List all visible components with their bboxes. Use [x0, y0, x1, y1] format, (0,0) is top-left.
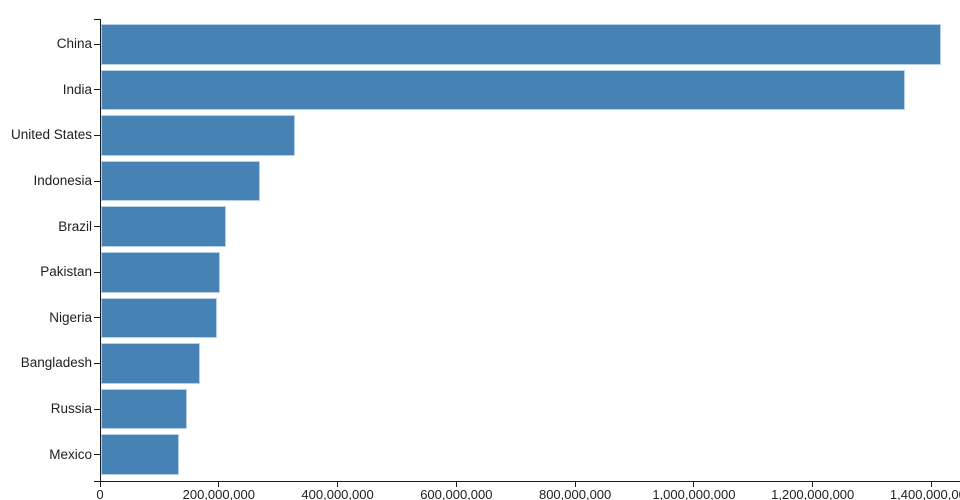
- y-axis-domain-line: [100, 19, 101, 481]
- x-tick-label-4: 800,000,000: [538, 487, 612, 500]
- x-tick-label-0: 0: [96, 487, 104, 500]
- y-axis-outer-tick: [94, 19, 101, 20]
- x-tick-7: [930, 481, 932, 487]
- y-tick-label-china: China: [56, 36, 92, 52]
- y-tick-label-russia: Russia: [50, 401, 92, 417]
- x-tick-label-6: 1,200,000,000: [771, 487, 855, 500]
- bar-pakistan: [101, 252, 221, 293]
- bar-brazil: [101, 206, 227, 247]
- x-tick-label-1: 200,000,000: [182, 487, 255, 500]
- y-tick-bangladesh: [94, 362, 100, 364]
- y-tick-china: [94, 43, 100, 45]
- bar-nigeria: [101, 297, 218, 339]
- y-tick-label-bangladesh: Bangladesh: [20, 355, 92, 371]
- bar-bangladesh: [101, 343, 200, 384]
- x-tick-6: [812, 481, 814, 487]
- y-tick-label-brazil: Brazil: [58, 218, 92, 234]
- x-tick-2: [337, 481, 339, 487]
- x-tick-1: [218, 481, 220, 487]
- x-tick-label-7: 1,400,000,000: [889, 487, 960, 500]
- x-tick-label-5: 1,000,000,000: [652, 487, 736, 500]
- y-tick-label-mexico: Mexico: [49, 446, 92, 462]
- y-tick-mexico: [94, 454, 100, 456]
- y-tick-nigeria: [94, 317, 100, 319]
- y-tick-label-indonesia: Indonesia: [33, 173, 92, 189]
- x-tick-label-2: 400,000,000: [301, 487, 374, 500]
- bar-united-states: [101, 115, 296, 156]
- y-tick-pakistan: [94, 271, 100, 273]
- bar-india: [101, 69, 906, 111]
- x-tick-label-3: 600,000,000: [420, 487, 493, 500]
- x-axis-domain-line: [94, 481, 960, 482]
- y-tick-indonesia: [94, 180, 100, 182]
- y-tick-united-states: [94, 134, 100, 136]
- bar-mexico: [101, 434, 179, 475]
- y-tick-india: [94, 89, 100, 91]
- x-tick-3: [455, 481, 457, 487]
- y-tick-russia: [94, 408, 100, 410]
- y-tick-label-united-states: United States: [10, 127, 92, 143]
- y-tick-label-india: India: [62, 81, 92, 97]
- bar-indonesia: [101, 160, 260, 202]
- x-tick-0: [99, 481, 101, 487]
- x-tick-4: [574, 481, 576, 487]
- x-tick-5: [693, 481, 695, 487]
- y-tick-brazil: [94, 226, 100, 228]
- bar-china: [101, 24, 942, 65]
- y-tick-label-nigeria: Nigeria: [49, 309, 92, 325]
- bar-russia: [101, 388, 187, 430]
- y-tick-label-pakistan: Pakistan: [40, 264, 92, 280]
